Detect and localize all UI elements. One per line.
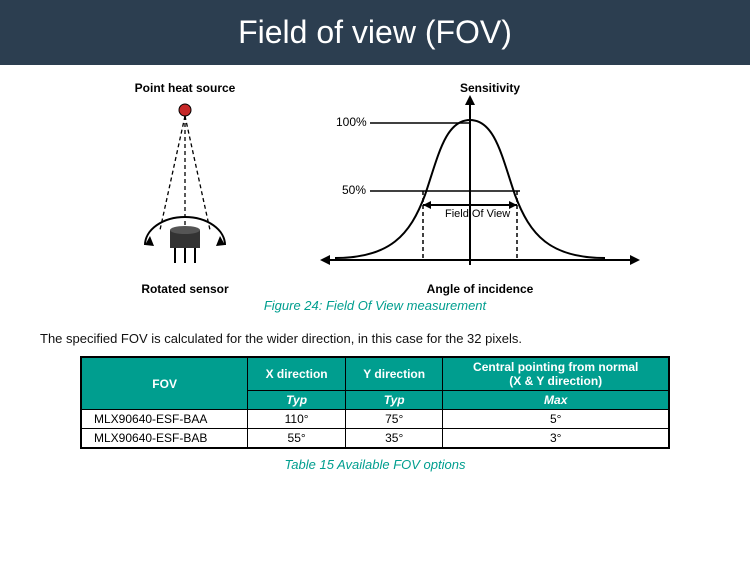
table-row: MLX90640-ESF-BAA 110° 75° 5° [82,410,669,429]
y50-label: 50% [342,183,366,197]
cell-y: 75° [345,410,442,429]
rotated-sensor-svg [100,85,270,285]
cell-name: MLX90640-ESF-BAA [82,410,248,429]
table-caption: Table 15 Available FOV options [0,457,750,472]
figures-row: Point heat source Rotated sensor Sensit [0,85,750,290]
page-title: Field of view (FOV) [238,14,512,50]
cell-c: 5° [443,410,669,429]
arrow-icon [423,201,431,209]
th-central: Central pointing from normal (X & Y dire… [443,358,669,391]
heat-source-icon [179,104,191,116]
cell-name: MLX90640-ESF-BAB [82,429,248,448]
th-typ: Typ [345,391,442,410]
table-header-row: FOV X direction Y direction Central poin… [82,358,669,391]
fov-label: Field Of View [445,208,510,220]
cell-x: 55° [248,429,346,448]
fov-table: FOV X direction Y direction Central poin… [80,356,670,449]
ray-line [185,116,210,230]
page-header: Field of view (FOV) [0,0,750,65]
th-typ: Typ [248,391,346,410]
sensitivity-label: Sensitivity [460,81,520,95]
table-row: MLX90640-ESF-BAB 55° 35° 3° [82,429,669,448]
ray-line [160,116,185,230]
point-heat-label: Point heat source [100,81,270,95]
th-max: Max [443,391,669,410]
rotated-sensor-label: Rotated sensor [100,282,270,296]
diagram-sensitivity-curve: Sensitivity 100% 50% Field Of View Angle… [310,85,650,290]
y100-label: 100% [336,115,367,129]
angle-label: Angle of incidence [310,282,650,296]
arrow-icon [630,255,640,265]
cell-x: 110° [248,410,346,429]
cell-c: 3° [443,429,669,448]
figure-caption: Figure 24: Field Of View measurement [0,298,750,313]
arrow-icon [465,95,475,105]
body-text: The specified FOV is calculated for the … [40,331,710,346]
th-xdir: X direction [248,358,346,391]
cell-y: 35° [345,429,442,448]
th-ydir: Y direction [345,358,442,391]
diagram-rotated-sensor: Point heat source Rotated sensor [100,85,270,290]
th-fov: FOV [82,358,248,410]
sensor-top-icon [170,226,200,234]
arrow-icon [320,255,330,265]
